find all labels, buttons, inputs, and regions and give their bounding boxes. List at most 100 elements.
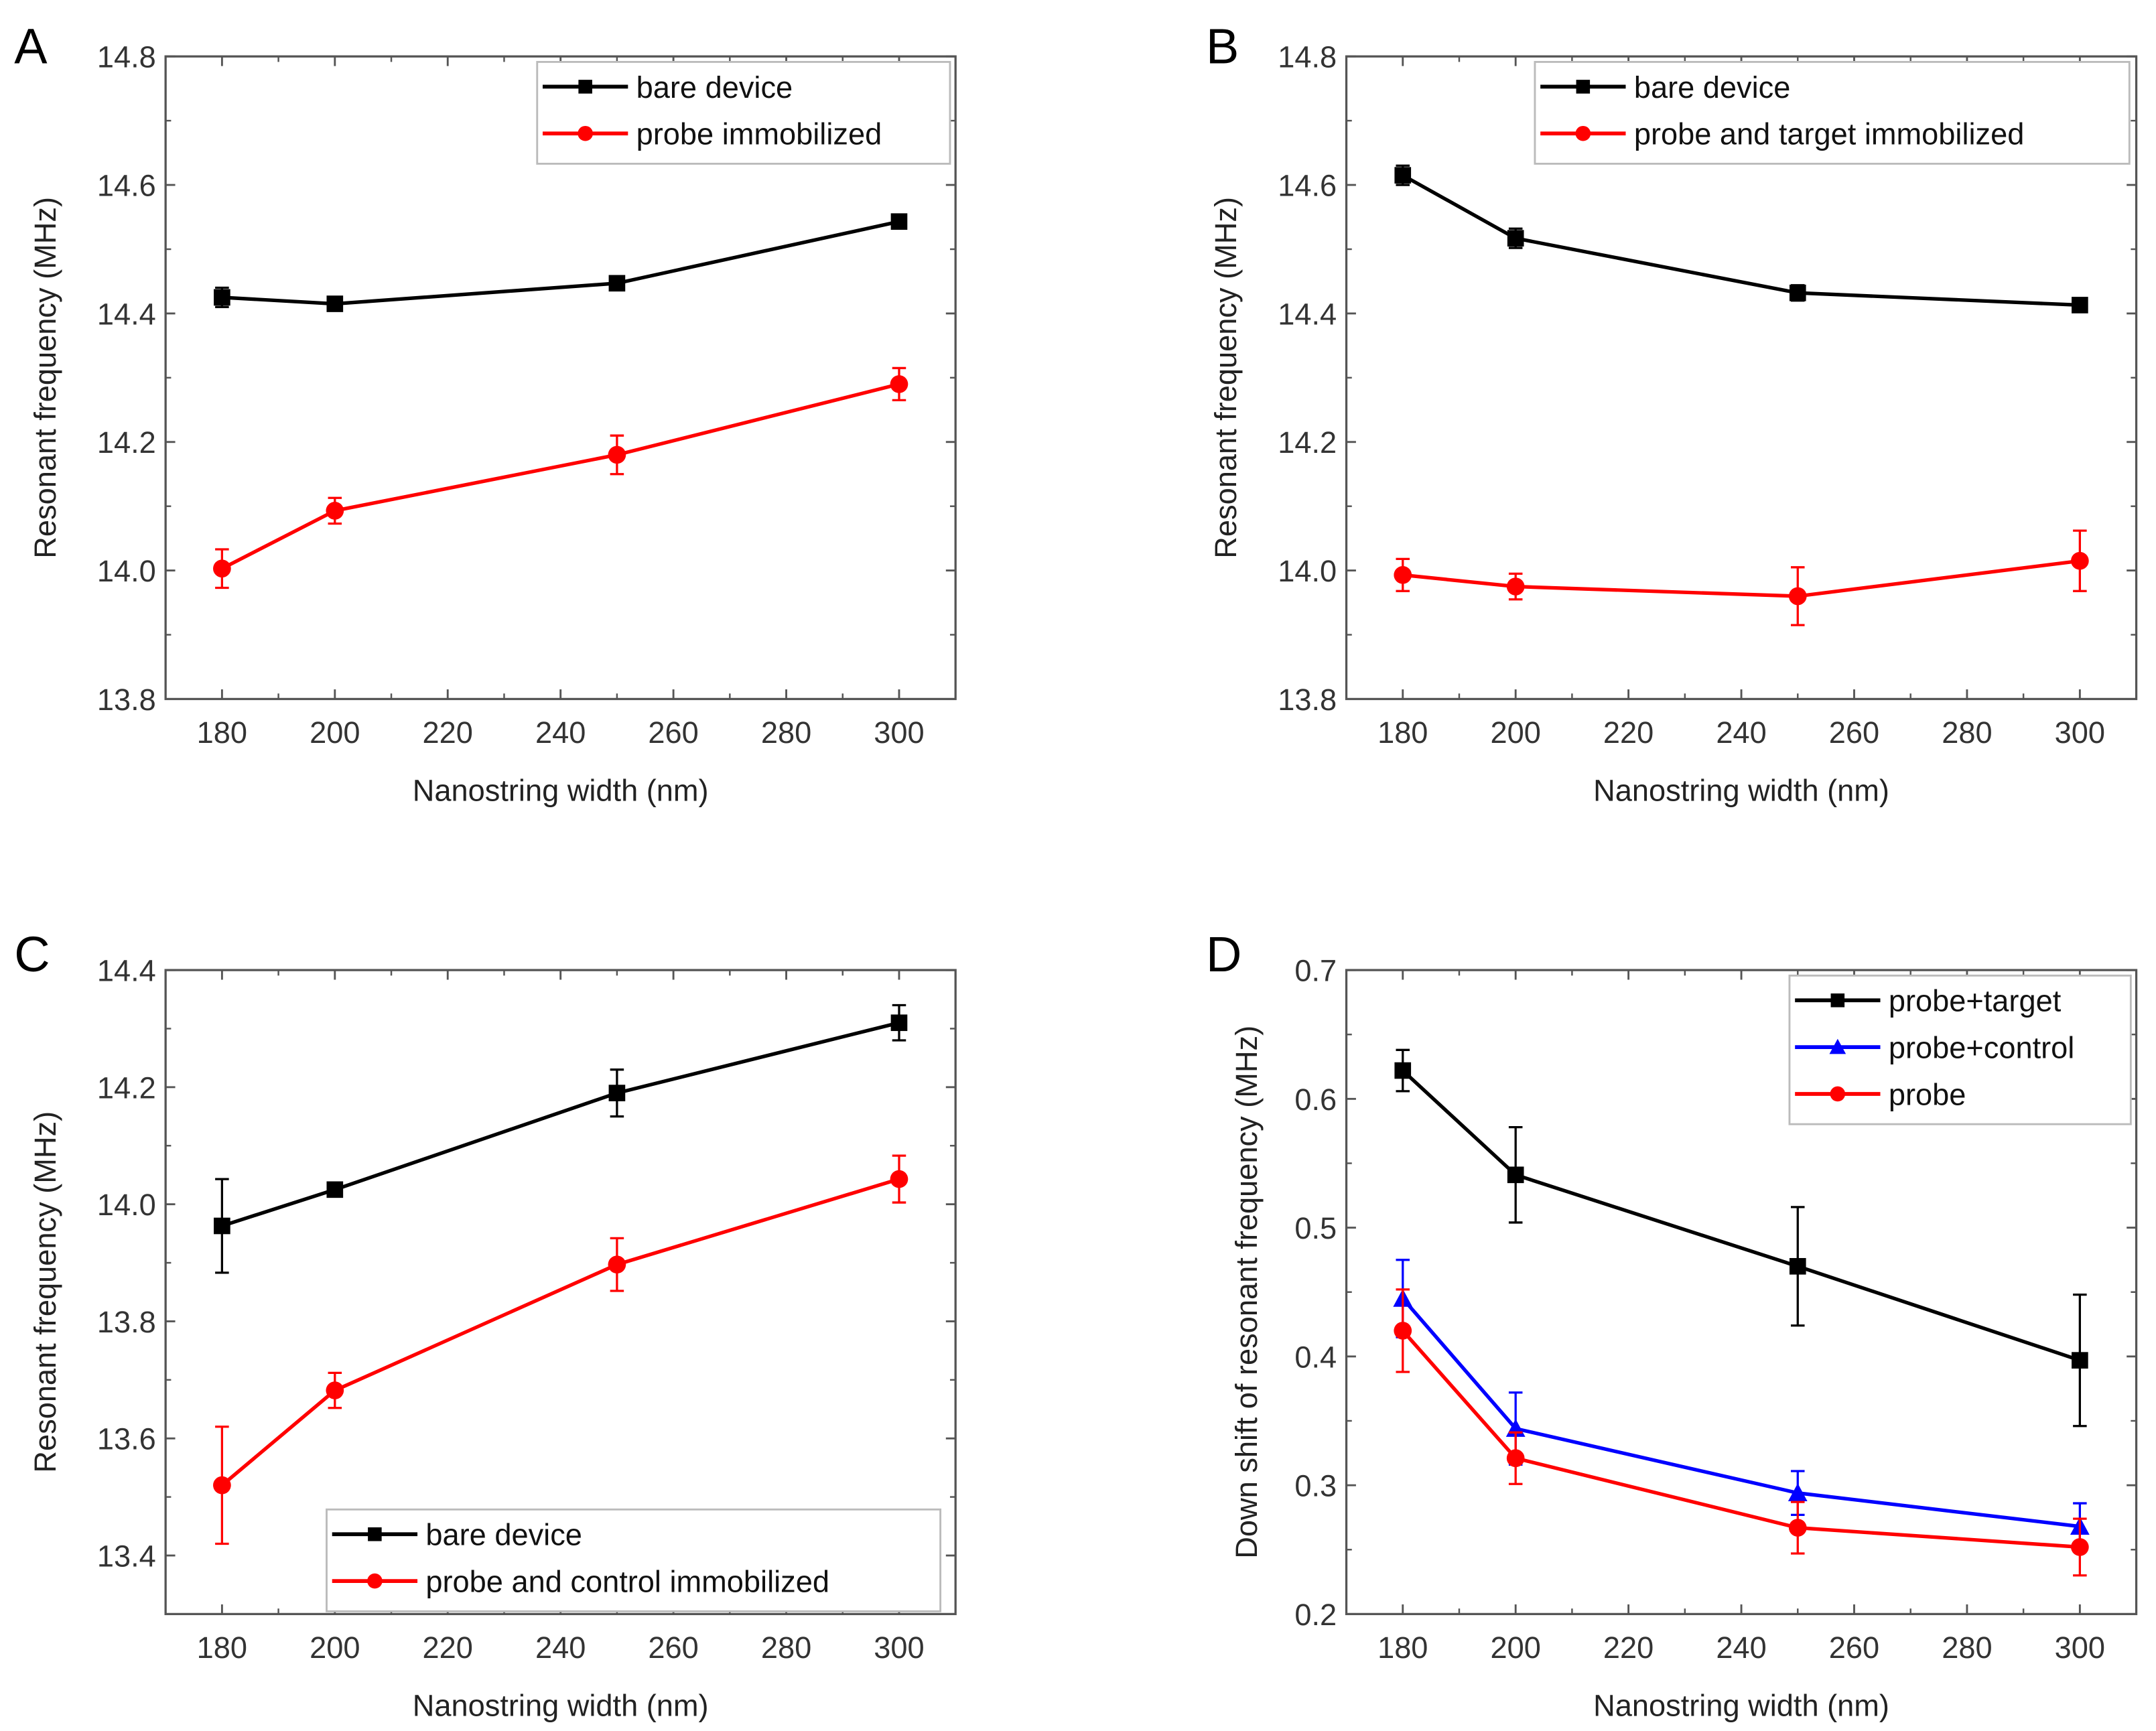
- series-line: [1401, 1329, 2080, 1549]
- panel-label: B: [1206, 18, 1239, 74]
- y-tick-label: 14.0: [1278, 554, 1337, 588]
- circle-marker: [1394, 565, 1412, 584]
- circle-marker: [1394, 1322, 1412, 1340]
- square-marker: [1830, 993, 1845, 1008]
- x-tick-label: 260: [1829, 715, 1879, 750]
- circle-marker: [1506, 1449, 1525, 1468]
- square-marker: [1576, 80, 1591, 94]
- square-marker: [608, 1085, 626, 1101]
- legend-label: bare device: [425, 1518, 582, 1552]
- x-tick-label: 200: [1491, 715, 1541, 750]
- y-tick-label: 14.6: [1278, 168, 1337, 202]
- square-marker: [326, 295, 344, 312]
- legend-label: probe and target immobilized: [1634, 117, 2025, 151]
- legend-label: bare device: [1634, 70, 1791, 105]
- square-marker: [890, 1014, 908, 1032]
- series-bare-device: [1394, 164, 2088, 314]
- x-tick-label: 200: [1491, 1631, 1541, 1665]
- x-tick-label: 200: [310, 715, 360, 750]
- x-tick-label: 220: [423, 715, 473, 750]
- x-tick-label: 300: [2055, 1631, 2105, 1665]
- y-tick-label: 14.0: [97, 1188, 156, 1222]
- y-axis-title: Resonant frequency (MHz): [28, 1111, 62, 1473]
- x-tick-label: 200: [310, 1631, 360, 1665]
- circle-marker: [608, 1255, 626, 1274]
- panel-label: A: [14, 18, 48, 74]
- circle-marker: [326, 1381, 344, 1399]
- square-marker: [1507, 1166, 1524, 1184]
- x-tick-label: 280: [1942, 1631, 1992, 1665]
- y-tick-label: 13.8: [97, 1305, 156, 1339]
- y-tick-label: 14.4: [97, 954, 156, 988]
- circle-marker: [890, 1170, 908, 1188]
- x-axis-title: Nanostring width (nm): [413, 773, 709, 807]
- square-marker: [2072, 1352, 2088, 1369]
- circle-marker: [890, 375, 908, 393]
- x-tick-label: 180: [1377, 1631, 1428, 1665]
- panel-c: C 180 200 220 240 260 280 300 13.4 13.6 13.8 14.0 14…: [14, 926, 957, 1722]
- y-tick-label: 14.2: [97, 1070, 156, 1105]
- circle-marker: [213, 559, 231, 578]
- x-tick-label: 300: [874, 1631, 924, 1665]
- y-tick-label: 14.2: [97, 425, 156, 460]
- x-tick-label: 280: [761, 715, 811, 750]
- y-tick-label: 14.4: [1278, 297, 1337, 331]
- square-marker: [1789, 1257, 1806, 1275]
- circle-marker: [1830, 1086, 1846, 1102]
- square-marker: [1789, 284, 1806, 301]
- square-marker: [1507, 230, 1524, 247]
- x-tick-label: 260: [1829, 1631, 1879, 1665]
- legend-label: bare device: [636, 70, 793, 105]
- square-marker: [214, 289, 230, 306]
- square-marker: [578, 80, 592, 94]
- x-axis-title: Nanostring width (nm): [1593, 773, 1889, 807]
- panel-label: C: [14, 926, 50, 982]
- legend: bare device probe immobilized: [536, 60, 951, 165]
- y-tick-label: 0.7: [1294, 954, 1337, 988]
- triangle-marker: [1788, 1483, 1808, 1502]
- circle-marker: [608, 445, 626, 464]
- series-line: [1401, 1069, 2081, 1363]
- legend-box: [326, 1508, 942, 1612]
- x-axis-title: Nanostring width (nm): [413, 1688, 709, 1722]
- triangle-marker: [1829, 1038, 1846, 1054]
- series-probe-immobilized: [213, 366, 908, 590]
- circle-marker: [326, 502, 344, 520]
- square-marker: [214, 1217, 230, 1235]
- circle-marker: [367, 1573, 383, 1589]
- x-tick-label: 300: [2055, 715, 2105, 750]
- legend-label: probe: [1889, 1077, 1966, 1111]
- square-marker: [368, 1527, 382, 1541]
- y-tick-label: 14.6: [97, 168, 156, 202]
- x-axis-title: Nanostring width (nm): [1593, 1688, 1889, 1722]
- circle-marker: [1506, 577, 1525, 596]
- x-tick-label: 300: [874, 715, 924, 750]
- y-tick-label: 13.8: [97, 683, 156, 717]
- series-probe-and-control-immobilized: [213, 1154, 908, 1545]
- y-tick-label: 13.6: [97, 1422, 156, 1456]
- legend-label: probe+target: [1889, 984, 2062, 1018]
- legend-box: [536, 60, 951, 165]
- x-tick-label: 180: [1377, 715, 1428, 750]
- y-tick-label: 14.8: [97, 40, 156, 74]
- series-line: [220, 1177, 900, 1487]
- legend-label: probe immobilized: [636, 117, 882, 151]
- y-tick-label: 14.8: [1278, 40, 1337, 74]
- x-tick-label: 240: [1716, 1631, 1766, 1665]
- x-tick-label: 220: [1603, 715, 1654, 750]
- legend: bare device probe and target immobilized: [1534, 60, 2131, 165]
- x-tick-label: 280: [761, 1631, 811, 1665]
- circle-marker: [213, 1476, 231, 1495]
- panel-label: D: [1206, 926, 1241, 982]
- circle-marker: [1788, 587, 1807, 606]
- circle-marker: [2071, 551, 2089, 570]
- y-tick-label: 0.3: [1294, 1469, 1337, 1503]
- x-tick-label: 260: [648, 715, 698, 750]
- x-tick-label: 220: [1603, 1631, 1654, 1665]
- x-tick-label: 260: [648, 1631, 698, 1665]
- square-marker: [608, 275, 626, 292]
- legend: bare device probe and control immobilized: [326, 1508, 942, 1612]
- series-bare-device: [214, 213, 908, 312]
- circle-marker: [1575, 125, 1591, 141]
